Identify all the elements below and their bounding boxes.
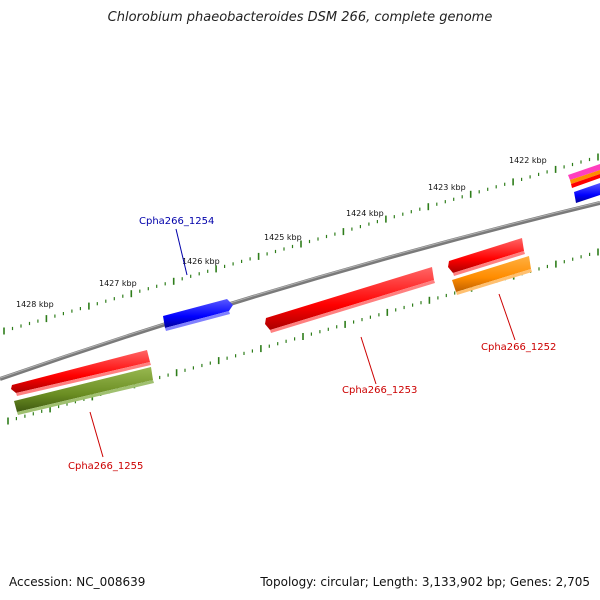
gene-edge-cluster[interactable] xyxy=(568,164,600,203)
leader-line-1255 xyxy=(89,411,104,458)
gene-label-cpha266-1255[interactable]: Cpha266_1255 xyxy=(68,461,143,472)
gene-label-cpha266-1252[interactable]: Cpha266_1252 xyxy=(481,342,556,353)
tick-label-1424: 1424 kbp xyxy=(346,209,384,218)
gene-label-cpha266-1253[interactable]: Cpha266_1253 xyxy=(342,385,417,396)
genome-backbone xyxy=(0,201,600,381)
gene-label-cpha266-1254[interactable]: Cpha266_1254 xyxy=(139,216,214,227)
leader-line-1252 xyxy=(498,293,516,341)
gene-cpha266-1254[interactable] xyxy=(163,299,233,331)
tick-label-1427: 1427 kbp xyxy=(99,279,137,288)
genome-summary-text: Topology: circular; Length: 3,133,902 bp… xyxy=(260,575,590,589)
tick-label-1428: 1428 kbp xyxy=(16,300,54,309)
inner-tick-track xyxy=(7,248,599,425)
gene-cpha266-1252-red[interactable] xyxy=(448,238,525,276)
gene-cpha266-1253[interactable] xyxy=(265,267,435,333)
leader-line-1254 xyxy=(175,228,188,276)
tick-label-1425: 1425 kbp xyxy=(264,233,302,242)
gene-cpha266-1255[interactable] xyxy=(14,367,154,415)
genome-backbone-highlight xyxy=(0,201,600,379)
outer-tick-track xyxy=(3,153,599,335)
gene-cpha266-1255-red[interactable] xyxy=(11,350,151,396)
tick-label-1422: 1422 kbp xyxy=(509,156,547,165)
gene-cpha266-1252[interactable] xyxy=(452,256,532,295)
tick-label-1423: 1423 kbp xyxy=(428,183,466,192)
leader-line-1253 xyxy=(360,336,377,385)
tick-label-1426: 1426 kbp xyxy=(182,257,220,266)
map-title: Chlorobium phaeobacteroides DSM 266, com… xyxy=(107,10,493,25)
accession-text: Accession: NC_008639 xyxy=(9,575,146,589)
